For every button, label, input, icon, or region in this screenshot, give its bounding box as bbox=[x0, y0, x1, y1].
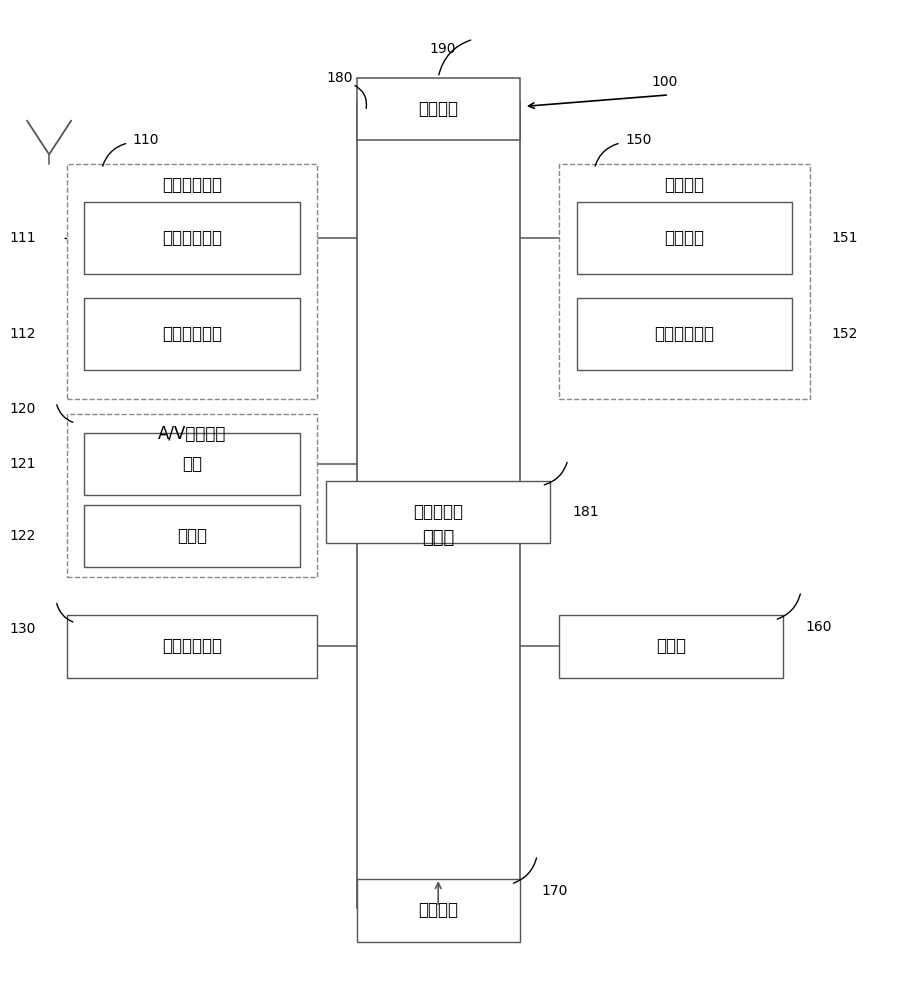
Text: A/V输入单元: A/V输入单元 bbox=[158, 425, 226, 443]
Text: 移动通信模块: 移动通信模块 bbox=[162, 325, 222, 343]
Text: 输出单元: 输出单元 bbox=[664, 176, 704, 194]
Text: 152: 152 bbox=[832, 327, 858, 341]
Text: 麦克风: 麦克风 bbox=[177, 527, 207, 545]
Text: 181: 181 bbox=[572, 505, 599, 519]
Text: 存储器: 存储器 bbox=[656, 637, 686, 655]
Text: 111: 111 bbox=[9, 231, 36, 245]
Bar bbox=[84, 202, 300, 274]
Bar bbox=[84, 505, 300, 567]
Bar bbox=[67, 164, 317, 399]
Text: 相机: 相机 bbox=[182, 455, 202, 473]
Bar bbox=[577, 298, 792, 370]
Bar bbox=[357, 102, 519, 908]
Text: 接口单元: 接口单元 bbox=[419, 901, 458, 919]
Bar bbox=[67, 615, 317, 678]
Bar bbox=[577, 202, 792, 274]
Text: 电源单元: 电源单元 bbox=[419, 100, 458, 118]
Bar bbox=[84, 298, 300, 370]
Text: 180: 180 bbox=[326, 71, 353, 85]
Text: 无线通信单元: 无线通信单元 bbox=[162, 176, 222, 194]
Bar bbox=[84, 433, 300, 495]
Text: 用户输入单元: 用户输入单元 bbox=[162, 637, 222, 655]
Bar bbox=[326, 481, 551, 543]
Text: 130: 130 bbox=[9, 622, 36, 636]
Text: 160: 160 bbox=[805, 620, 832, 634]
Bar bbox=[559, 164, 810, 399]
Bar bbox=[67, 414, 317, 577]
Text: 广播接收模块: 广播接收模块 bbox=[162, 229, 222, 247]
Text: 170: 170 bbox=[541, 884, 568, 898]
Bar bbox=[559, 615, 783, 678]
Text: 190: 190 bbox=[430, 42, 456, 56]
Text: 121: 121 bbox=[9, 457, 36, 471]
Text: 音频输出模块: 音频输出模块 bbox=[654, 325, 714, 343]
Text: 110: 110 bbox=[133, 133, 159, 147]
Text: 100: 100 bbox=[651, 75, 678, 89]
Text: 显示单元: 显示单元 bbox=[664, 229, 704, 247]
Text: 151: 151 bbox=[832, 231, 858, 245]
Text: 控制器: 控制器 bbox=[422, 529, 454, 547]
Bar bbox=[357, 879, 519, 942]
Text: 120: 120 bbox=[9, 402, 36, 416]
Text: 150: 150 bbox=[625, 133, 651, 147]
Text: 多媒体模块: 多媒体模块 bbox=[413, 503, 463, 521]
Text: 122: 122 bbox=[9, 529, 36, 543]
Text: 112: 112 bbox=[9, 327, 36, 341]
Bar bbox=[357, 78, 519, 140]
